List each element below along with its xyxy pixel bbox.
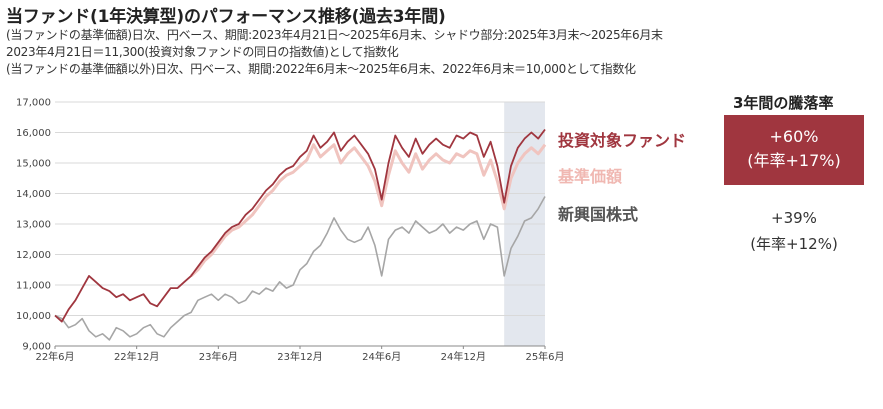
y-tick-label: 9,000 <box>22 342 51 353</box>
performance-line-chart: 9,000 10,000 11,000 12,000 13,000 14,000 15,00… <box>16 98 565 364</box>
series-line-nav <box>190 143 547 278</box>
y-tick-label: 11,000 <box>16 281 51 292</box>
note-line-3: (当ファンドの基準価額以外)日次、円ベース、期間:2022年6月末～2025年6… <box>6 62 636 76</box>
em-performance: +39% (年率+12%) <box>724 205 864 257</box>
legend-label-fund: 投資対象ファンド <box>558 131 687 150</box>
y-tick-label: 12,000 <box>16 250 51 261</box>
y-tick-label: 15,000 <box>16 159 51 170</box>
legend-label-nav: 基準価額 <box>558 167 623 186</box>
x-tick-label: 22年6月 <box>35 350 74 363</box>
series-line-fund <box>54 128 546 323</box>
y-tick-label: 13,000 <box>16 220 51 231</box>
series-line-em <box>54 196 546 341</box>
chart-notes: (当ファンドの基準価額)日次、円ベース、期間:2023年4月21日～2025年6… <box>6 27 663 78</box>
x-tick-label: 24年12月 <box>441 350 486 363</box>
x-tick-label: 23年12月 <box>277 350 322 363</box>
em-total-return: +39% <box>771 209 817 227</box>
fund-annual-return: (年率+17%) <box>747 151 841 170</box>
em-annual-return: (年率+12%) <box>750 235 838 253</box>
fund-performance-box: +60% (年率+17%) <box>724 115 864 185</box>
x-tick-label: 25年6月 <box>525 350 564 363</box>
y-tick-label: 16,000 <box>16 128 51 139</box>
x-tick-label: 22年12月 <box>114 350 159 363</box>
x-tick-label: 24年6月 <box>362 350 401 363</box>
x-tick-label: 23年6月 <box>199 350 238 363</box>
y-tick-label: 17,000 <box>16 98 51 109</box>
note-line-2: 2023年4月21日＝11,300(投資対象ファンドの同日の指数値)として指数化 <box>6 45 399 59</box>
legend-label-em: 新興国株式 <box>558 205 639 224</box>
note-line-1: (当ファンドの基準価額)日次、円ベース、期間:2023年4月21日～2025年6… <box>6 28 663 42</box>
performance-heading: 3年間の騰落率 <box>733 94 834 112</box>
page-title: 当ファンド(1年決算型)のパフォーマンス推移(過去3年間) <box>6 7 446 27</box>
fund-total-return: +60% <box>769 127 819 146</box>
y-tick-label: 10,000 <box>16 311 51 322</box>
y-tick-label: 14,000 <box>16 189 51 200</box>
